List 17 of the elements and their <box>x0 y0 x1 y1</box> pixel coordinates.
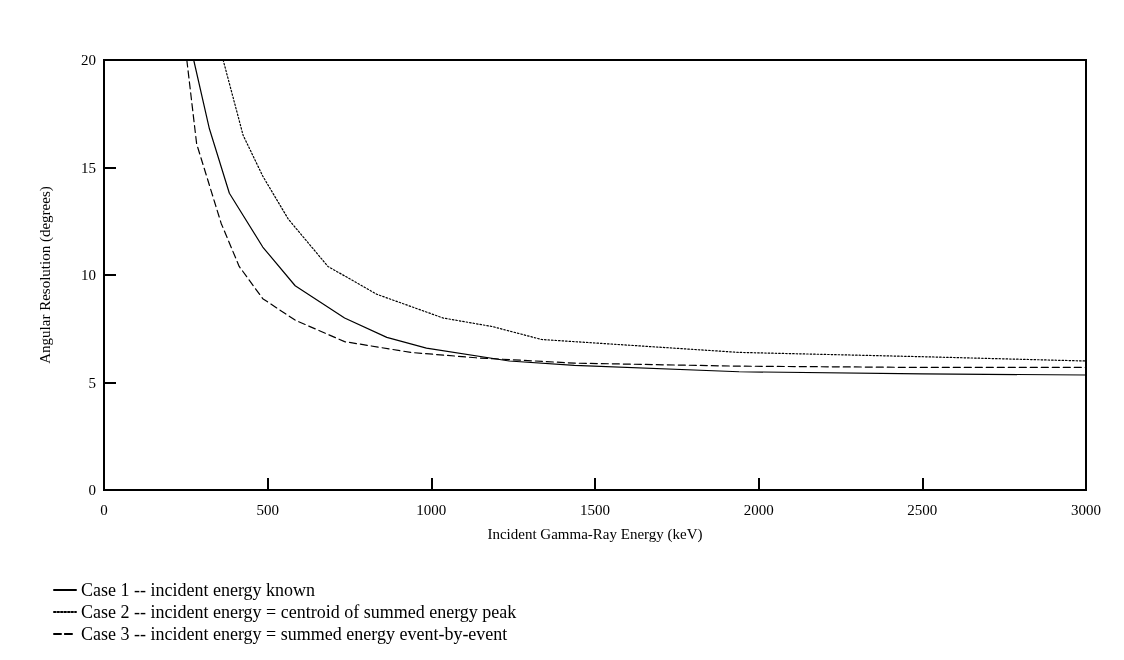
y-tick-label: 5 <box>88 374 96 391</box>
x-tick-label: 1000 <box>416 501 447 518</box>
y-tick-label: 20 <box>81 52 96 68</box>
x-tick-label: 2000 <box>743 501 774 518</box>
x-tick-label: 3000 <box>1071 501 1101 518</box>
x-axis-title: Incident Gamma-Ray Energy (keV) <box>487 525 703 543</box>
x-tick-label: 0 <box>100 501 108 518</box>
x-tick-label: 2500 <box>907 501 938 518</box>
legend-label: Case 2 -- incident energy = centroid of summed energy peak <box>81 602 517 622</box>
y-axis-title: Angular Resolution (degrees) <box>36 186 54 364</box>
y-tick-label: 0 <box>88 482 96 498</box>
x-tick-label: 1500 <box>580 501 610 518</box>
y-tick-label: 10 <box>81 267 96 283</box>
y-tick-label: 15 <box>81 159 96 176</box>
legend-label: Case 1 -- incident energy known <box>81 580 316 600</box>
x-tick-label: 500 <box>256 501 279 518</box>
legend-label: Case 3 -- incident energy = summed energy event-by-event <box>81 624 508 644</box>
